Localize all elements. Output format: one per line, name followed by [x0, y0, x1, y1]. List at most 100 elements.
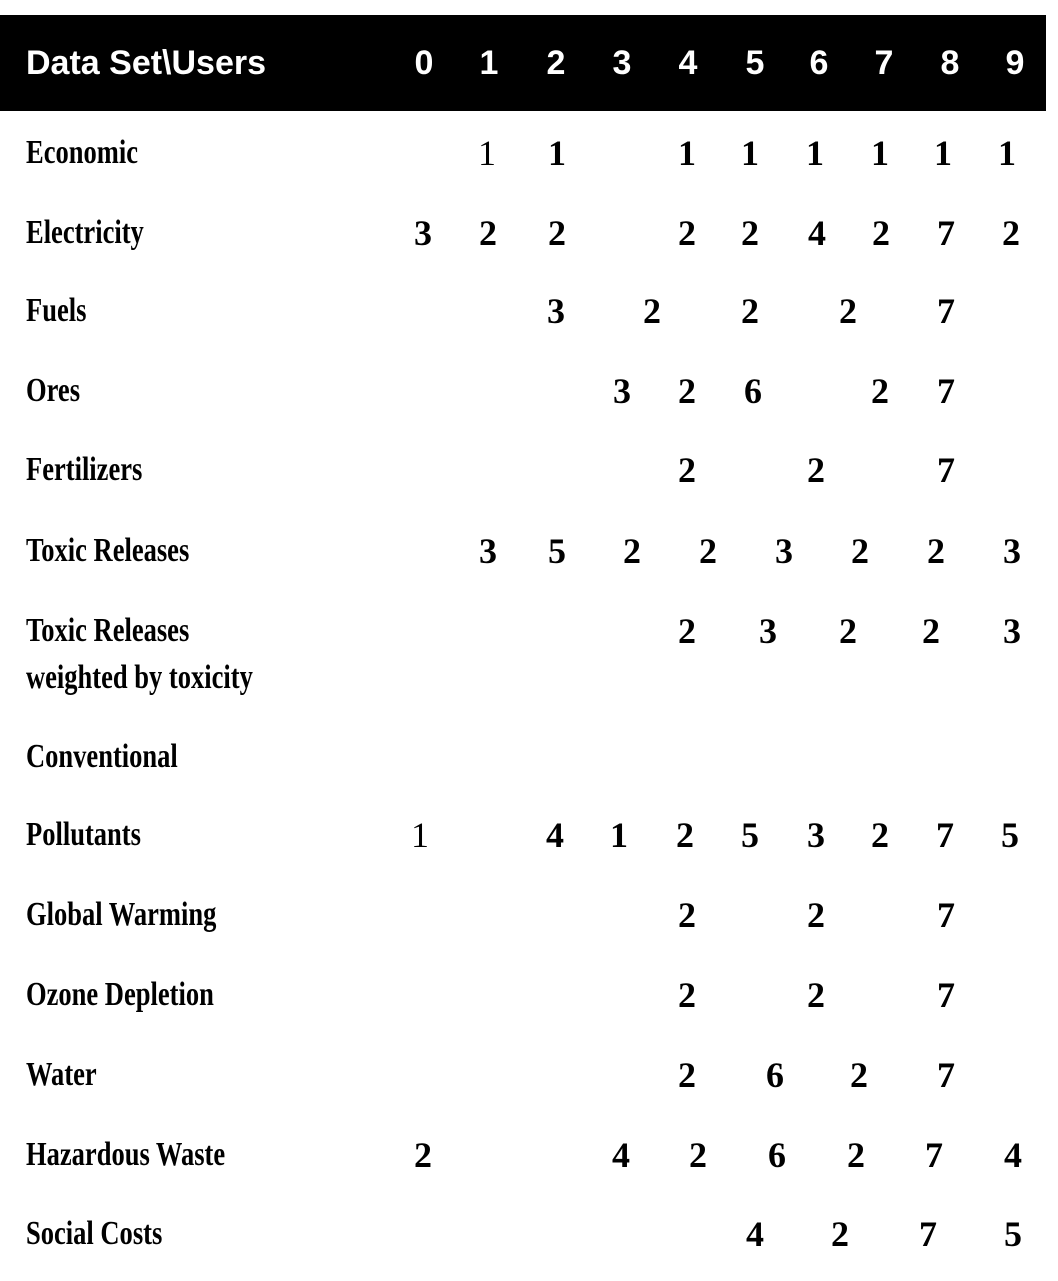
table-cell: 2	[831, 1214, 849, 1254]
table-cell: 2	[807, 895, 825, 935]
row-label: Ores	[26, 372, 81, 409]
table-cell: 7	[925, 1135, 943, 1175]
table-cell: 2	[807, 450, 825, 490]
row-label: Global Warming	[26, 896, 217, 933]
table-cell: 2	[678, 450, 696, 490]
table-cell: 2	[850, 1055, 868, 1095]
row-label: Hazardous Waste	[26, 1136, 226, 1173]
table-cell: 2	[676, 815, 694, 855]
table-cell: 2	[479, 213, 497, 253]
table-cell: 7	[937, 213, 955, 253]
row-label: Conventional	[26, 738, 178, 775]
column-header-9: 9	[1005, 44, 1025, 82]
table-cell: 1	[998, 133, 1016, 173]
table-cell: 2	[741, 291, 759, 331]
table-cell: 2	[548, 213, 566, 253]
table-cell: 2	[643, 291, 661, 331]
table-cell: 4	[746, 1214, 764, 1254]
table-cell: 7	[937, 291, 955, 331]
table-cell: 7	[937, 895, 955, 935]
row-label: Fuels	[26, 292, 87, 329]
table-cell: 2	[839, 291, 857, 331]
column-header-8: 8	[940, 44, 960, 82]
row-label: Fertilizers	[26, 451, 143, 488]
table-cell: 2	[414, 1135, 432, 1175]
column-header-7: 7	[874, 44, 894, 82]
table-cell: 4	[808, 213, 826, 253]
table-cell: 2	[678, 611, 696, 651]
table-cell: 2	[678, 371, 696, 411]
table-cell: 2	[922, 611, 940, 651]
table-cell: 7	[919, 1214, 937, 1254]
table-cell: 1	[478, 133, 496, 173]
table-cell: 1	[548, 133, 566, 173]
table-cell: 2	[847, 1135, 865, 1175]
table-cell: 3	[807, 815, 825, 855]
table-cell: 5	[1001, 815, 1019, 855]
table-cell: 1	[678, 133, 696, 173]
table-cell: 4	[546, 815, 564, 855]
table-cell: 2	[678, 975, 696, 1015]
row-label: Pollutants	[26, 816, 141, 853]
table-cell: 3	[1003, 531, 1021, 571]
table-cell: 4	[612, 1135, 630, 1175]
table-header: Data Set\Users 0 1 2 3 4 5 6 7 8 9	[0, 15, 1046, 111]
table-cell: 2	[839, 611, 857, 651]
table-cell: 7	[937, 1055, 955, 1095]
table-cell: 6	[766, 1055, 784, 1095]
table-cell: 2	[689, 1135, 707, 1175]
table-cell: 3	[613, 371, 631, 411]
table-cell: 3	[775, 531, 793, 571]
table-cell: 2	[699, 531, 717, 571]
table-cell: 1	[610, 815, 628, 855]
row-label: Economic	[26, 134, 138, 171]
row-label: Social Costs	[26, 1215, 163, 1252]
table-cell: 3	[1003, 611, 1021, 651]
column-header-3: 3	[612, 44, 632, 82]
table-cell: 7	[936, 815, 954, 855]
table-cell: 4	[1004, 1135, 1022, 1175]
column-header-0: 0	[414, 44, 434, 82]
table-cell: 2	[1002, 213, 1020, 253]
table-cell: 1	[871, 133, 889, 173]
table-cell: 2	[927, 531, 945, 571]
row-label: Electricity	[26, 214, 144, 251]
table-cell: 2	[678, 895, 696, 935]
column-header-2: 2	[546, 44, 566, 82]
row-label: Water	[26, 1056, 97, 1093]
table-cell: 3	[759, 611, 777, 651]
table-cell: 7	[937, 975, 955, 1015]
table-cell: 1	[806, 133, 824, 173]
row-label: Toxic Releases	[26, 532, 190, 569]
table-cell: 2	[623, 531, 641, 571]
table-cell: 6	[744, 371, 762, 411]
table-cell: 1	[741, 133, 759, 173]
column-header-4: 4	[678, 44, 698, 82]
table-cell: 2	[678, 213, 696, 253]
table-cell: 2	[678, 1055, 696, 1095]
row-label: Ozone Depletion	[26, 976, 214, 1013]
table-cell: 2	[851, 531, 869, 571]
table-cell: 3	[547, 291, 565, 331]
table-cell: 5	[1004, 1214, 1022, 1254]
row-label-continuation: weighted by toxicity	[26, 659, 253, 696]
table-cell: 3	[479, 531, 497, 571]
table-cell: 2	[871, 815, 889, 855]
table-cell: 1	[411, 815, 429, 855]
table-cell: 7	[937, 450, 955, 490]
table-cell: 2	[871, 371, 889, 411]
header-title: Data Set\Users	[26, 44, 267, 82]
table-cell: 7	[937, 371, 955, 411]
table-cell: 5	[741, 815, 759, 855]
table-cell: 6	[768, 1135, 786, 1175]
column-header-6: 6	[809, 44, 829, 82]
table-cell: 2	[807, 975, 825, 1015]
table-cell: 3	[414, 213, 432, 253]
table-cell: 2	[741, 213, 759, 253]
column-header-5: 5	[745, 44, 765, 82]
table-cell: 5	[548, 531, 566, 571]
table-cell: 1	[934, 133, 952, 173]
row-label: Toxic Releases	[26, 612, 190, 649]
table-cell: 2	[872, 213, 890, 253]
column-header-1: 1	[479, 44, 499, 82]
